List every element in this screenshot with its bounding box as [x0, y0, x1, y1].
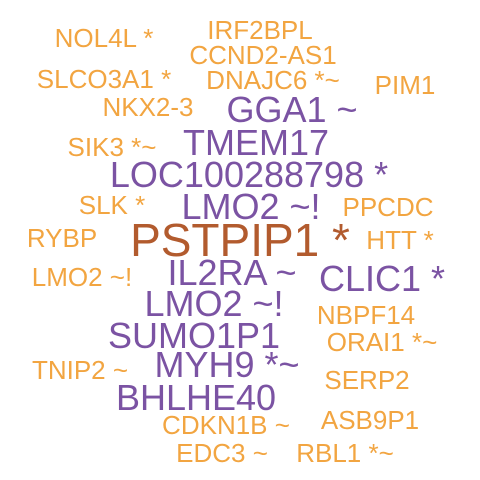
- word-pstpip1: PSTPIP1 *: [130, 214, 350, 266]
- word-asb9p1: ASB9P1: [320, 405, 420, 435]
- word-gga1: GGA1 ~: [226, 89, 358, 130]
- word-rbl1: RBL1 *~: [296, 438, 394, 468]
- word-nkx2-3: NKX2-3: [102, 92, 194, 122]
- word-lmo2-top: LMO2 ~!: [181, 186, 321, 227]
- word-clic1: CLIC1 *: [318, 258, 446, 299]
- word-myh9: MYH9 *~: [154, 344, 300, 385]
- word-ppcdc: PPCDC: [342, 192, 434, 222]
- word-pim1: PIM1: [374, 70, 436, 100]
- word-rybp: RYBP: [26, 223, 98, 253]
- word-irf2bpl: IRF2BPL: [207, 15, 313, 45]
- word-nbpf14: NBPF14: [316, 300, 416, 330]
- word-sumo1p1: SUMO1P1: [107, 315, 281, 356]
- word-dnajc6: DNAJC6 *~: [206, 65, 340, 95]
- word-htt: HTT *: [366, 225, 434, 255]
- word-cdkn1b: CDKN1B ~: [162, 410, 290, 440]
- word-nol4l: NOL4L *: [54, 23, 154, 53]
- word-tnip2: TNIP2 ~: [31, 355, 129, 385]
- word-lmo2-mid: LMO2 ~!: [144, 283, 284, 324]
- word-sik3: SIK3 *~: [67, 132, 157, 162]
- word-bhlhe40: BHLHE40: [115, 377, 277, 418]
- word-tmem17: TMEM17: [182, 122, 330, 163]
- word-il2ra: IL2RA ~: [167, 252, 297, 293]
- word-loc100288798: LOC100288798 *: [109, 154, 389, 195]
- word-slk: SLK *: [78, 190, 146, 220]
- word-serp2: SERP2: [324, 365, 410, 395]
- word-orai1: ORAI1 *~: [326, 327, 438, 357]
- word-slco3a1: SLCO3A1 *: [36, 64, 172, 94]
- word-ccnd2-as1: CCND2-AS1: [189, 40, 337, 70]
- word-edc3: EDC3 ~: [176, 438, 268, 468]
- word-lmo2-left: LMO2 ~!: [31, 262, 133, 292]
